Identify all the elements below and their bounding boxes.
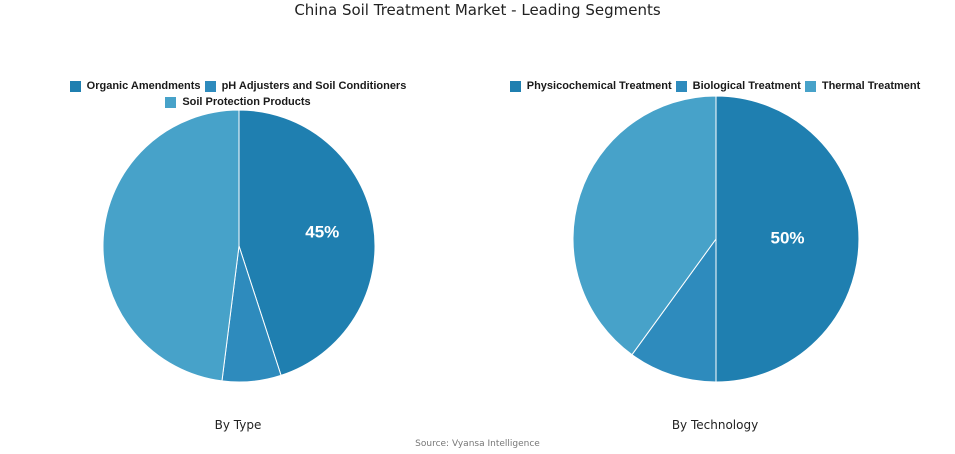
legend-swatch: [675, 80, 687, 92]
pie-slice-organic-amendments: [238, 109, 376, 376]
legend-by-technology: Physicochemical Treatment Biological Tre…: [490, 80, 940, 92]
legend-label: Biological Treatment: [692, 80, 801, 92]
legend-item-soil-protection: Soil Protection Products: [165, 96, 311, 108]
legend-swatch: [165, 96, 177, 108]
caption-by-technology: By Technology: [671, 418, 759, 432]
pie-chart-by-type: 45%: [102, 109, 376, 383]
source-note: Source: Vyansa Intelligence: [415, 439, 540, 449]
pie-data-label-organic-amendments: 45%: [305, 222, 339, 241]
pie-slice-biological-treatment: [631, 237, 717, 383]
legend-label: Soil Protection Products: [182, 96, 311, 108]
legend-item-thermal: Thermal Treatment: [804, 80, 921, 92]
pie-slice-thermal-treatment: [572, 95, 717, 356]
pie-data-label-physicochemical-treatment: 50%: [770, 228, 804, 247]
legend-swatch: [69, 80, 81, 92]
pie-slice-physicochemical-treatment: [715, 95, 860, 383]
legend-swatch: [509, 80, 521, 92]
legend-label: Organic Amendments: [86, 80, 201, 92]
legend-item-biological: Biological Treatment: [675, 80, 801, 92]
pie-slice-soil-protection-products: [102, 109, 240, 382]
caption-by-type: By Type: [214, 418, 262, 432]
legend-item-physicochemical: Physicochemical Treatment: [509, 80, 672, 92]
legend-swatch: [804, 80, 816, 92]
legend-label: Thermal Treatment: [821, 80, 921, 92]
legend-swatch: [204, 80, 216, 92]
chart-title: China Soil Treatment Market - Leading Se…: [294, 1, 661, 19]
legend-item-ph-adjusters: pH Adjusters and Soil Conditioners: [204, 80, 407, 92]
legend-item-organic-amendments: Organic Amendments: [69, 80, 201, 92]
pie-chart-by-technology: 50%: [572, 95, 860, 383]
legend-by-type: Organic Amendments pH Adjusters and Soil…: [60, 80, 416, 108]
legend-label: Physicochemical Treatment: [526, 80, 672, 92]
legend-label: pH Adjusters and Soil Conditioners: [221, 80, 407, 92]
